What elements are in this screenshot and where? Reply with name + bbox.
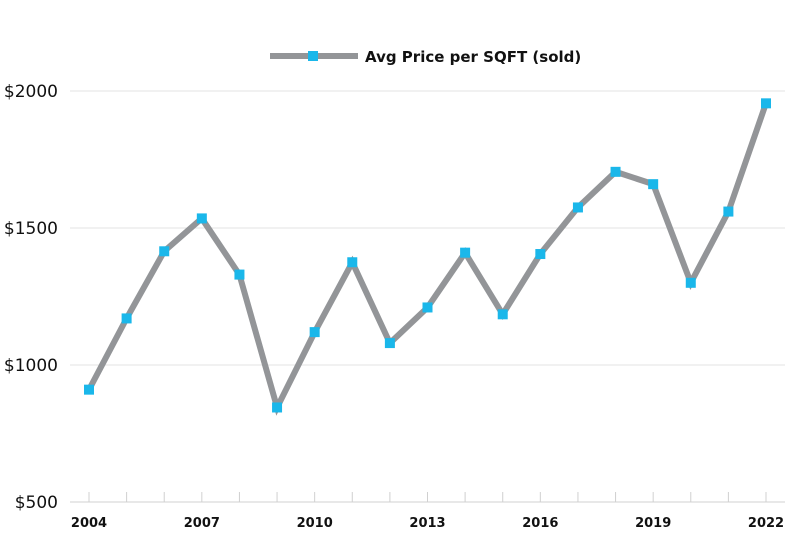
data-point-2014 bbox=[460, 247, 471, 258]
y-axis: $500 $1000 $1500 $2000 bbox=[4, 82, 58, 513]
data-point-2005 bbox=[121, 313, 132, 324]
y-tick-label: $1000 bbox=[4, 356, 58, 376]
x-tick-label: 2004 bbox=[71, 516, 107, 531]
series-avg-price bbox=[84, 98, 771, 416]
data-point-2021 bbox=[723, 206, 734, 217]
y-tick-label: $2000 bbox=[4, 82, 58, 102]
data-point-2015 bbox=[497, 309, 508, 320]
y-tick-label: $1500 bbox=[4, 219, 58, 239]
data-point-2007 bbox=[196, 213, 207, 224]
data-point-2019 bbox=[648, 179, 659, 190]
x-tick-label: 2016 bbox=[522, 516, 558, 531]
legend: Avg Price per SQFT (sold) bbox=[270, 48, 581, 66]
x-tick-label: 2010 bbox=[297, 516, 333, 531]
data-point-2020 bbox=[685, 277, 696, 288]
data-point-2004 bbox=[84, 384, 94, 395]
data-point-2008 bbox=[234, 269, 245, 280]
data-point-2022 bbox=[761, 98, 771, 109]
x-tick-label: 2022 bbox=[748, 516, 784, 531]
gridlines bbox=[70, 90, 785, 366]
data-point-2009 bbox=[272, 402, 283, 413]
x-axis: 2004 2007 2010 2013 2016 2019 2022 bbox=[70, 492, 785, 531]
x-tick-label: 2013 bbox=[409, 516, 445, 531]
data-point-2006 bbox=[159, 246, 170, 257]
data-point-2010 bbox=[309, 327, 320, 338]
y-tick-label: $500 bbox=[15, 493, 58, 513]
data-point-2017 bbox=[572, 202, 583, 213]
legend-label: Avg Price per SQFT (sold) bbox=[365, 48, 581, 66]
data-point-2013 bbox=[422, 302, 433, 313]
data-point-2018 bbox=[610, 166, 621, 177]
data-point-2012 bbox=[384, 338, 395, 349]
series-line bbox=[86, 102, 769, 416]
legend-marker-swatch bbox=[308, 51, 318, 61]
x-tick-label: 2007 bbox=[184, 516, 220, 531]
data-point-2016 bbox=[535, 249, 546, 260]
x-tick-label: 2019 bbox=[635, 516, 671, 531]
data-point-2011 bbox=[347, 257, 358, 268]
